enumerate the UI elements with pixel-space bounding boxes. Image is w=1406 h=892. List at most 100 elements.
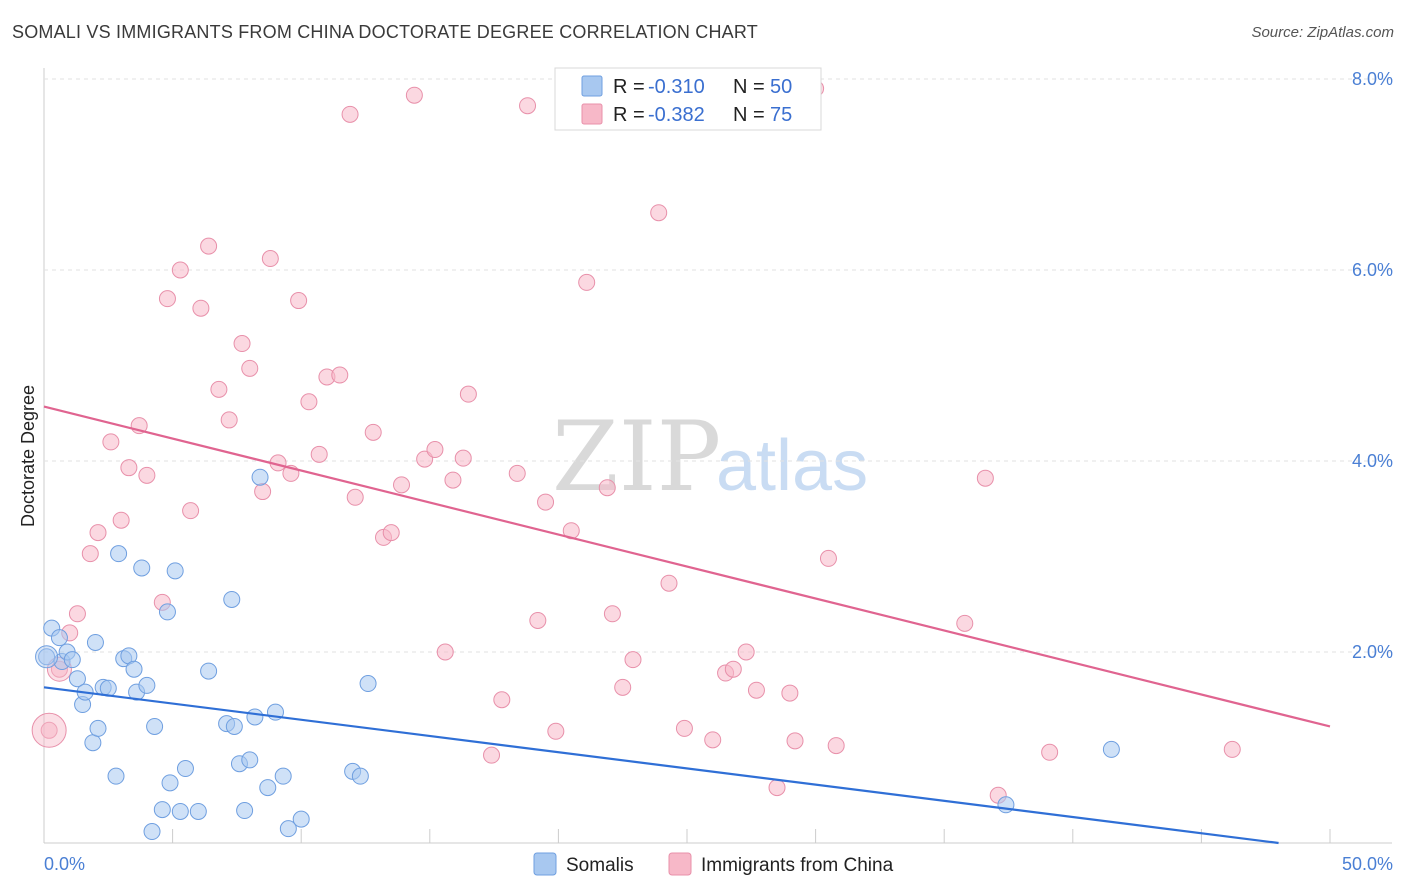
chart-title: SOMALI VS IMMIGRANTS FROM CHINA DOCTORAT… bbox=[12, 22, 758, 42]
watermark-zip: ZIP bbox=[552, 401, 721, 513]
china-point bbox=[364, 423, 382, 441]
china-point bbox=[210, 380, 228, 398]
china-point bbox=[81, 545, 99, 563]
x-tick-label-max: 50.0% bbox=[1342, 854, 1393, 874]
china-point bbox=[786, 732, 804, 750]
legend-somali-swatch bbox=[581, 75, 603, 97]
somali-trend-line bbox=[43, 686, 1279, 845]
china-point bbox=[426, 441, 444, 459]
china-point bbox=[614, 678, 632, 696]
china-point bbox=[819, 549, 837, 567]
somali-point bbox=[86, 633, 104, 651]
china-point bbox=[547, 722, 565, 740]
somali-point bbox=[89, 719, 107, 737]
china-point bbox=[254, 483, 272, 501]
somali-point bbox=[292, 810, 310, 828]
china-point-large bbox=[31, 712, 67, 748]
somali-point bbox=[153, 801, 171, 819]
china-point bbox=[341, 105, 359, 123]
china-point bbox=[956, 614, 974, 632]
china-point bbox=[331, 366, 349, 384]
china-point bbox=[436, 643, 454, 661]
china-point bbox=[138, 466, 156, 484]
bottom-legend-china-label: Immigrants from China bbox=[701, 855, 894, 876]
china-point bbox=[382, 524, 400, 542]
legend-r-value-somali: -0.310 bbox=[648, 76, 705, 98]
somali-point bbox=[63, 651, 81, 669]
watermark-atlas: atlas bbox=[716, 426, 868, 506]
somali-point bbox=[125, 660, 143, 678]
china-point bbox=[444, 471, 462, 489]
china-point bbox=[158, 290, 176, 308]
somali-point bbox=[110, 545, 128, 563]
x-tick-label-min: 0.0% bbox=[44, 854, 85, 874]
china-point bbox=[233, 335, 251, 353]
china-point bbox=[1223, 740, 1241, 758]
china-point bbox=[747, 681, 765, 699]
china-point bbox=[768, 779, 786, 797]
somali-point bbox=[138, 676, 156, 694]
somali-point bbox=[146, 717, 164, 735]
x-tick-marks bbox=[172, 829, 1331, 843]
china-point bbox=[598, 479, 616, 497]
china-point bbox=[182, 502, 200, 520]
china-point bbox=[290, 292, 308, 310]
china-point bbox=[68, 605, 86, 623]
somali-point bbox=[251, 468, 269, 486]
china-point bbox=[675, 719, 693, 737]
china-point bbox=[650, 204, 668, 222]
china-point bbox=[737, 643, 755, 661]
somali-point bbox=[133, 559, 151, 577]
somali-point bbox=[351, 767, 369, 785]
y-tick-labels: 2.0% 4.0% 6.0% 8.0% bbox=[1352, 69, 1393, 662]
source-label: Source: ZipAtlas.com bbox=[1251, 24, 1394, 41]
y-tick-label: 6.0% bbox=[1352, 260, 1393, 280]
china-point bbox=[976, 469, 994, 487]
somali-point bbox=[143, 823, 161, 841]
legend-n-label-china: N = bbox=[733, 104, 765, 126]
y-tick-label: 8.0% bbox=[1352, 69, 1393, 89]
somali-point bbox=[246, 708, 264, 726]
china-point bbox=[483, 746, 501, 764]
china-point bbox=[781, 684, 799, 702]
china-point bbox=[89, 524, 107, 542]
somali-point-large bbox=[35, 645, 59, 669]
bottom-legend: Somalis Immigrants from China bbox=[533, 852, 894, 876]
somali-point bbox=[50, 629, 68, 647]
china-point bbox=[120, 459, 138, 477]
y-axis-label: Doctorate Degree bbox=[18, 385, 38, 527]
top-legend: R = -0.310 N = 50 R = -0.382 N = 75 bbox=[554, 67, 822, 131]
china-point bbox=[1041, 743, 1059, 761]
somali-point bbox=[107, 767, 125, 785]
somali-point bbox=[223, 590, 241, 608]
china-point bbox=[493, 691, 511, 709]
legend-n-value-somali: 50 bbox=[770, 76, 792, 98]
somali-point bbox=[38, 648, 56, 666]
legend-china-swatch bbox=[581, 103, 603, 125]
china-point bbox=[405, 86, 423, 104]
china-point bbox=[578, 273, 596, 291]
china-point bbox=[660, 574, 678, 592]
somali-point bbox=[279, 820, 297, 838]
somali-point bbox=[166, 562, 184, 580]
trend-lines bbox=[43, 405, 1331, 845]
china-point bbox=[346, 488, 364, 506]
y-tick-label: 4.0% bbox=[1352, 451, 1393, 471]
china-point bbox=[704, 731, 722, 749]
bottom-legend-somali-swatch bbox=[533, 852, 557, 876]
china-point bbox=[102, 433, 120, 451]
china-point bbox=[40, 721, 58, 739]
y-tick-label: 2.0% bbox=[1352, 642, 1393, 662]
somali-point bbox=[200, 662, 218, 680]
china-point bbox=[171, 261, 189, 279]
china-point bbox=[112, 511, 130, 529]
somali-point bbox=[158, 603, 176, 621]
somali-point bbox=[359, 675, 377, 693]
china-point bbox=[459, 385, 477, 403]
somali-point bbox=[176, 760, 194, 778]
somali-point bbox=[161, 774, 179, 792]
china-point bbox=[393, 476, 411, 494]
china-point bbox=[261, 250, 279, 268]
somali-point bbox=[1102, 740, 1120, 758]
